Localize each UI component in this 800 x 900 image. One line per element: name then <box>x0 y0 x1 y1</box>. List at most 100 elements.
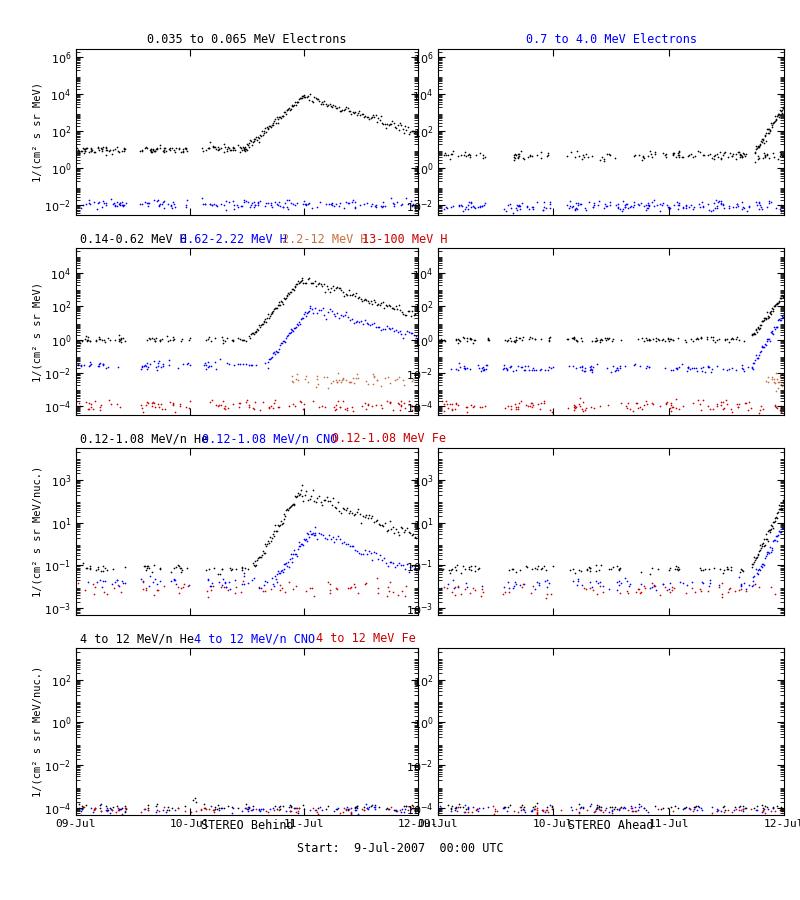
Point <box>570 360 582 374</box>
Point <box>407 197 420 211</box>
Point <box>638 398 650 412</box>
Point <box>162 197 174 211</box>
Point <box>152 583 165 598</box>
Point <box>183 400 196 415</box>
Point <box>107 581 120 596</box>
Point <box>655 802 668 816</box>
Point <box>100 141 113 156</box>
Point <box>750 348 762 363</box>
Point <box>164 198 177 212</box>
Point <box>760 148 773 162</box>
Point <box>646 576 658 590</box>
Point <box>537 803 550 817</box>
Point <box>138 802 151 816</box>
Point <box>703 360 716 374</box>
Point <box>80 141 93 156</box>
Point <box>258 124 270 139</box>
Point <box>311 532 324 546</box>
Point <box>562 400 574 415</box>
Point <box>74 144 87 158</box>
Point <box>763 333 776 347</box>
Point <box>245 358 258 373</box>
Point <box>754 138 766 152</box>
Point <box>319 196 332 211</box>
Point <box>763 122 776 136</box>
Point <box>303 299 316 313</box>
Point <box>570 196 582 211</box>
Point <box>162 141 175 156</box>
Point <box>167 332 180 347</box>
Point <box>603 147 616 161</box>
Point <box>89 580 102 594</box>
Point <box>156 802 169 816</box>
Point <box>157 194 170 209</box>
Point <box>671 145 684 159</box>
Point <box>721 331 734 346</box>
Point <box>748 550 761 564</box>
Point <box>527 399 540 413</box>
Point <box>776 103 789 117</box>
Point <box>261 536 274 551</box>
Point <box>157 143 170 157</box>
Point <box>566 330 578 345</box>
Point <box>511 151 524 166</box>
Point <box>282 286 294 301</box>
Point <box>250 358 262 373</box>
Point <box>773 311 786 326</box>
Point <box>380 524 393 538</box>
Point <box>774 799 787 814</box>
Point <box>382 802 394 816</box>
Point <box>114 198 126 212</box>
Point <box>742 199 755 213</box>
Point <box>754 402 766 417</box>
Point <box>370 298 383 312</box>
Point <box>395 304 408 319</box>
Point <box>219 401 232 416</box>
Point <box>510 148 522 162</box>
Point <box>611 802 624 816</box>
Point <box>332 100 345 114</box>
Point <box>761 800 774 814</box>
Point <box>765 580 778 594</box>
Point <box>706 361 718 375</box>
Point <box>774 369 786 383</box>
Point <box>589 334 602 348</box>
Point <box>722 581 735 596</box>
Point <box>674 574 686 589</box>
Point <box>539 563 552 578</box>
Point <box>401 197 414 211</box>
Point <box>462 148 474 162</box>
Point <box>545 587 558 601</box>
Point <box>331 494 344 508</box>
Point <box>390 803 402 817</box>
Point <box>379 556 392 571</box>
Point <box>246 401 259 416</box>
Point <box>240 395 253 410</box>
Point <box>93 143 106 157</box>
Point <box>370 512 383 526</box>
Point <box>536 803 549 817</box>
Point <box>758 135 770 149</box>
Point <box>310 495 322 509</box>
Point <box>73 143 86 157</box>
Point <box>402 304 414 319</box>
Point <box>105 397 118 411</box>
Point <box>640 394 653 409</box>
Point <box>452 797 465 812</box>
Point <box>460 148 473 163</box>
Point <box>754 344 767 358</box>
Point <box>351 799 364 814</box>
Point <box>666 400 678 414</box>
Point <box>766 515 779 529</box>
Point <box>364 318 377 332</box>
Point <box>154 197 166 211</box>
Point <box>205 799 218 814</box>
Point <box>171 580 184 595</box>
Point <box>444 562 457 577</box>
Point <box>642 333 655 347</box>
Point <box>237 574 250 589</box>
Point <box>314 96 327 111</box>
Point <box>340 304 353 319</box>
Point <box>717 148 730 162</box>
Point <box>737 799 750 814</box>
